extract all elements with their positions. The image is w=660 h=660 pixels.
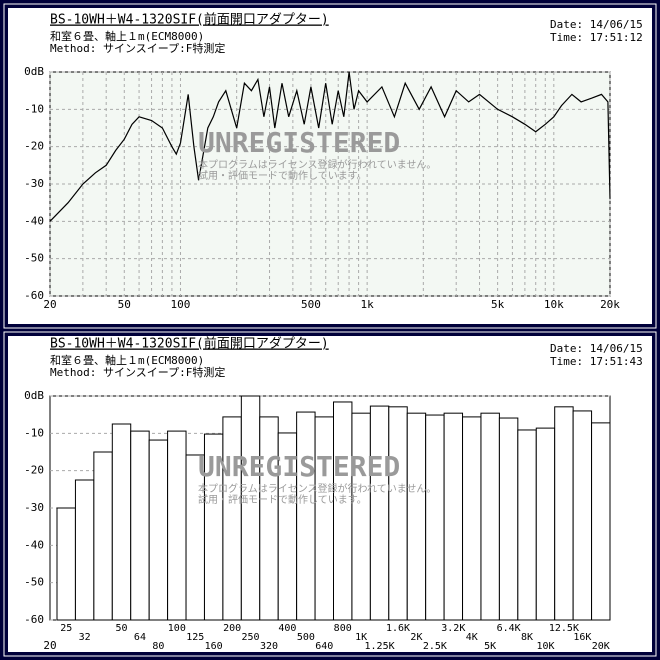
y-tick-label: -50 [24, 252, 44, 265]
bar [388, 406, 408, 621]
time: Time: 17:51:43 [550, 355, 643, 368]
y-tick-label: -60 [24, 613, 44, 626]
bar [259, 416, 279, 621]
x-tick-label: 800 [334, 623, 352, 634]
x-tick-label: 3.2K [441, 623, 465, 634]
bar [167, 430, 187, 621]
x-tick-label: 500 [301, 298, 321, 311]
bar [591, 422, 611, 621]
watermark: UNREGISTERED [198, 450, 400, 483]
bar [148, 439, 169, 621]
info-line: Method: サインスイープ:F特測定 [50, 365, 225, 379]
y-tick-label: 0dB [24, 65, 44, 78]
bar [572, 410, 593, 621]
chart-title: BS-10WH＋W4-1320SIF(前面開口アダプター) [50, 12, 329, 28]
y-tick-label: -20 [24, 464, 44, 477]
bar [406, 412, 427, 621]
y-tick-label: -40 [24, 214, 44, 227]
x-tick-label: 1k [361, 298, 375, 311]
bar [351, 412, 371, 621]
x-tick-label: 400 [278, 623, 296, 634]
bar [517, 429, 537, 621]
x-tick-label: 500 [297, 632, 315, 643]
y-tick-label: -10 [24, 426, 44, 439]
y-tick-label: -10 [24, 102, 44, 115]
watermark-line: 試用・評価モードで動作しています。 [198, 169, 367, 182]
bar [111, 423, 132, 621]
watermark-line: 試用・評価モードで動作しています。 [198, 493, 367, 506]
bar [56, 507, 76, 621]
bar [314, 416, 335, 621]
y-tick-label: -20 [24, 140, 44, 153]
response-line [49, 71, 611, 222]
panel-border [3, 3, 657, 329]
date: Date: 14/06/15 [550, 342, 643, 355]
bar [130, 430, 150, 621]
x-edge-label: 20 [43, 639, 56, 652]
y-tick-label: -30 [24, 501, 44, 514]
info-line: 和室６畳、軸上１m(ECM8000) [50, 29, 204, 43]
x-tick-label: 1K [355, 632, 367, 643]
x-tick-label: 4K [466, 632, 478, 643]
x-tick-label: 32 [79, 632, 91, 643]
x-tick-label: 2K [410, 632, 422, 643]
x-tick-label: 5k [491, 298, 505, 311]
date: Date: 14/06/15 [550, 18, 643, 31]
x-tick-label: 1.6K [386, 623, 410, 634]
y-tick-label: -50 [24, 576, 44, 589]
x-tick-label: 1.25K [365, 641, 395, 652]
bar [498, 417, 519, 621]
bar [443, 412, 464, 621]
x-tick-label: 64 [134, 632, 146, 643]
y-tick-label: -30 [24, 177, 44, 190]
y-tick-label: -60 [24, 289, 44, 302]
x-tick-label: 100 [168, 623, 186, 634]
x-tick-label: 20k [600, 298, 620, 311]
bar [480, 412, 500, 621]
x-tick-label: 160 [205, 641, 223, 652]
bar [554, 406, 574, 621]
bar [240, 395, 261, 621]
panel-border [3, 331, 657, 657]
x-tick-label: 250 [242, 632, 260, 643]
x-tick-label: 20 [43, 298, 56, 311]
bar [296, 411, 316, 621]
y-tick-label: 0dB [24, 389, 44, 402]
x-tick-label: 10K [536, 641, 554, 652]
bar [369, 405, 390, 621]
watermark: UNREGISTERED [198, 126, 400, 159]
x-tick-label: 25 [60, 623, 72, 634]
bar [535, 427, 556, 621]
x-tick-label: 125 [186, 632, 204, 643]
x-tick-label: 2.5K [423, 641, 447, 652]
watermark-line: 本プログラムはライセンス登録が行われていません。 [198, 158, 436, 171]
watermark-line: 本プログラムはライセンス登録が行われていません。 [198, 482, 436, 495]
x-tick-label: 640 [315, 641, 333, 652]
bar [333, 401, 353, 621]
bar [425, 414, 445, 621]
bar [74, 479, 95, 621]
info-line: 和室６畳、軸上１m(ECM8000) [50, 353, 204, 367]
x-tick-label: 5K [484, 641, 496, 652]
x-tick-label: 50 [115, 623, 127, 634]
x-tick-label: 12.5K [549, 623, 579, 634]
x-tick-label: 80 [152, 641, 164, 652]
chart-title: BS-10WH＋W4-1320SIF(前面開口アダプター) [50, 336, 329, 352]
info-line: Method: サインスイープ:F特測定 [50, 41, 225, 55]
x-tick-label: 20K [592, 641, 610, 652]
x-tick-label: 6.4K [497, 623, 521, 634]
x-tick-label: 16K [573, 632, 591, 643]
x-tick-label: 320 [260, 641, 278, 652]
x-tick-label: 50 [118, 298, 131, 311]
y-tick-label: -40 [24, 538, 44, 551]
bar [462, 416, 482, 621]
bar [222, 416, 242, 621]
x-tick-label: 10k [544, 298, 564, 311]
x-tick-label: 8K [521, 632, 533, 643]
x-tick-label: 100 [171, 298, 191, 311]
bar [93, 451, 113, 621]
x-tick-label: 200 [223, 623, 241, 634]
time: Time: 17:51:12 [550, 31, 643, 44]
